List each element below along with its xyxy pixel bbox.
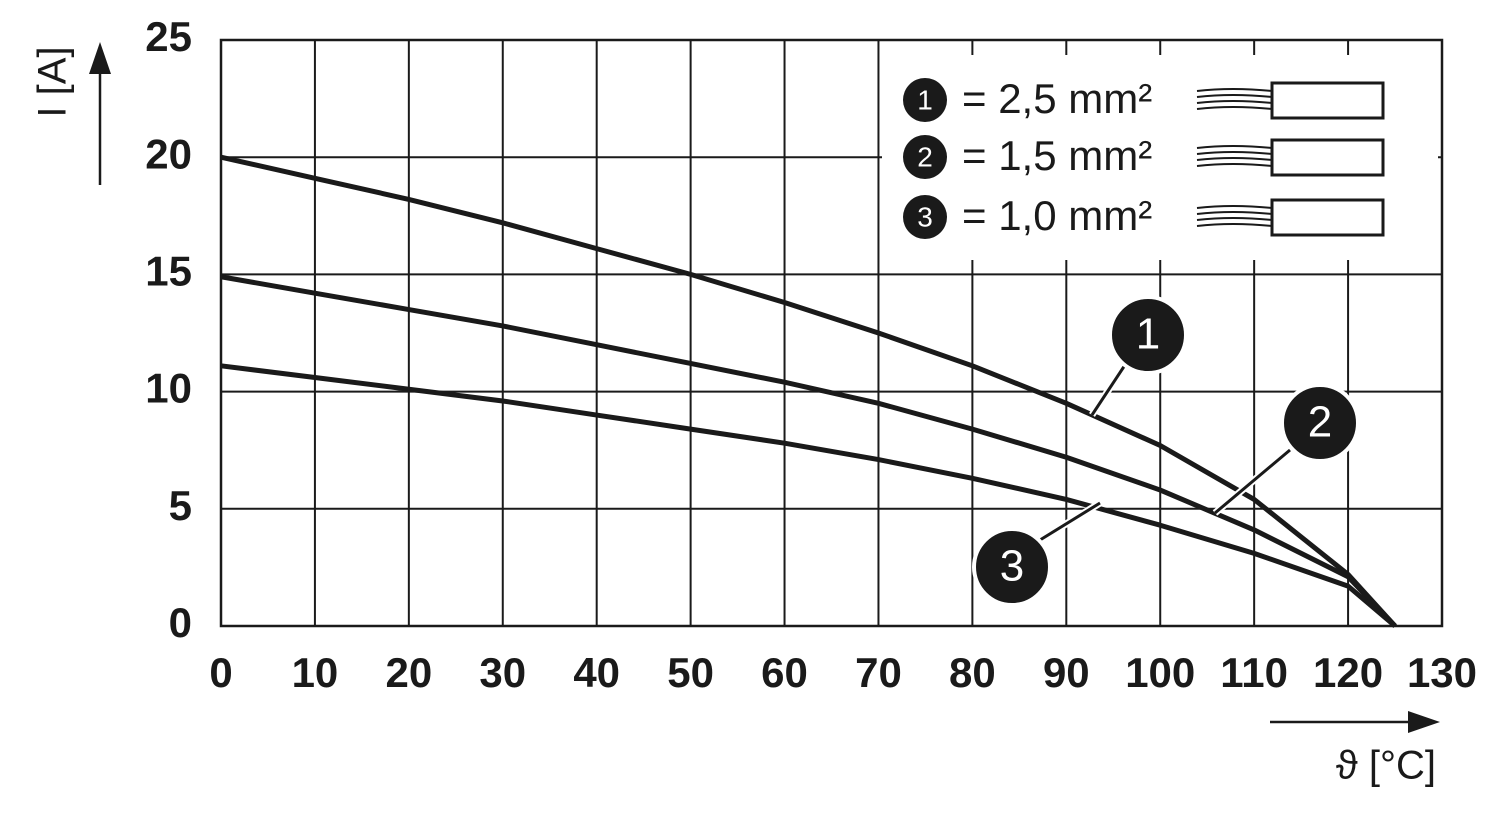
legend-wire xyxy=(1196,223,1273,227)
x-tick-label: 20 xyxy=(385,649,432,696)
legend-wire xyxy=(1196,106,1273,110)
legend-wire xyxy=(1196,217,1273,221)
data-line xyxy=(220,363,1397,628)
y-axis-arrowhead xyxy=(89,42,111,74)
legend-marker xyxy=(903,78,947,122)
y-tick-label: 5 xyxy=(169,482,192,529)
legend-ferrule xyxy=(1270,198,1385,237)
legend-label: = 1,0 mm² xyxy=(962,192,1152,239)
x-tick-label: 30 xyxy=(479,649,526,696)
legend-marker xyxy=(903,195,947,239)
legend-label: = 1,5 mm² xyxy=(962,132,1152,179)
callout-number: 1 xyxy=(1136,310,1160,359)
legend-marker-number: 2 xyxy=(917,141,933,172)
x-tick-label: 130 xyxy=(1407,649,1477,696)
x-tick-label: 40 xyxy=(573,649,620,696)
y-tick-label: 20 xyxy=(145,130,192,177)
legend-wire xyxy=(1196,157,1273,161)
plot-frame xyxy=(219,38,1444,628)
callout-circle xyxy=(1280,383,1360,463)
x-tick-label: 50 xyxy=(667,649,714,696)
legend-wire xyxy=(1196,163,1273,167)
legend-wire xyxy=(1196,211,1273,215)
x-tick-label: 70 xyxy=(855,649,902,696)
y-tick-label: 15 xyxy=(145,247,192,294)
y-tick-label: 10 xyxy=(145,365,192,412)
legend-marker xyxy=(903,135,947,179)
callout-line xyxy=(1039,501,1101,542)
legend-wire xyxy=(1196,145,1273,149)
legend-ferrule xyxy=(1270,138,1385,177)
x-tick-label: 0 xyxy=(209,649,232,696)
legend-ferrule xyxy=(1270,81,1385,120)
legend-marker-number: 1 xyxy=(917,84,933,115)
x-tick-label: 100 xyxy=(1125,649,1195,696)
x-tick-label: 60 xyxy=(761,649,808,696)
legend-wire xyxy=(1196,151,1273,155)
x-tick-label: 110 xyxy=(1220,649,1288,696)
x-tick-label: 80 xyxy=(949,649,996,696)
x-tick-label: 90 xyxy=(1043,649,1090,696)
legend-marker-number: 3 xyxy=(917,201,933,232)
y-tick-label: 0 xyxy=(169,599,192,646)
callout-line xyxy=(1214,448,1291,515)
callout-number: 2 xyxy=(1308,398,1332,447)
x-axis-label: ϑ [°C] xyxy=(1336,744,1436,788)
callout-number: 3 xyxy=(1000,542,1024,591)
y-tick-label: 25 xyxy=(145,13,192,60)
data-line xyxy=(220,274,1397,628)
x-axis-arrowhead xyxy=(1408,711,1440,733)
callout-circle xyxy=(972,527,1052,607)
x-tick-label: 10 xyxy=(292,649,339,696)
legend-wire xyxy=(1196,205,1273,209)
legend-label: = 2,5 mm² xyxy=(962,75,1152,122)
legend-wire xyxy=(1196,100,1273,104)
legend-wire xyxy=(1196,88,1273,92)
callout-circle xyxy=(1108,295,1188,375)
callout-line xyxy=(1090,364,1127,416)
x-tick-label: 120 xyxy=(1313,649,1383,696)
y-axis-label: I [A] xyxy=(31,46,75,117)
legend-wire xyxy=(1196,94,1273,98)
